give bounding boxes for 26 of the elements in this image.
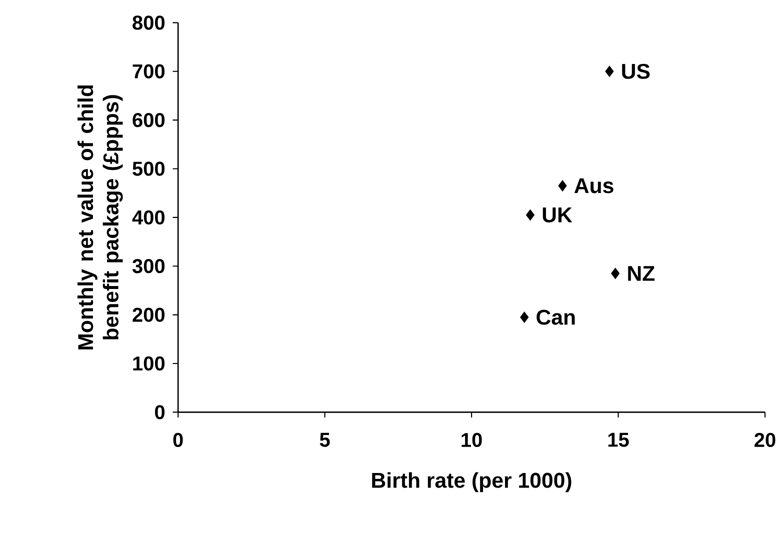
point (605, 66, 614, 78)
point (558, 180, 567, 192)
y-tick-label: 400 (132, 210, 165, 225)
y-axis-title: Monthly net value of child benefit package (£ppps) (77, 86, 123, 350)
annotation: NZ (628, 266, 655, 281)
annotation: US (622, 64, 650, 80)
x-tick-label: 15 (608, 433, 629, 448)
y-tick-label: 100 (133, 356, 165, 371)
x-axis-title: Birth rate (per 1000) (372, 472, 572, 492)
point (611, 268, 620, 280)
x-tick-label: 10 (462, 433, 482, 448)
y-tick-label: 600 (132, 113, 165, 128)
y-tick-label: 200 (132, 308, 165, 322)
annotation: Can (536, 310, 575, 326)
y-tick-label: 700 (132, 64, 165, 79)
y-tick-label: 300 (132, 259, 165, 274)
annotation: UK (542, 208, 572, 223)
point (520, 312, 529, 324)
y-tick-label: 0 (155, 405, 165, 420)
y-tick-label: 500 (132, 162, 165, 176)
x-tick-label: 20 (754, 433, 776, 448)
x-tick-label: 0 (173, 433, 183, 448)
y-tick-label: 800 (132, 16, 165, 30)
annotation: Aus (574, 178, 614, 194)
point (526, 210, 534, 221)
x-tick-label: 5 (320, 433, 330, 448)
